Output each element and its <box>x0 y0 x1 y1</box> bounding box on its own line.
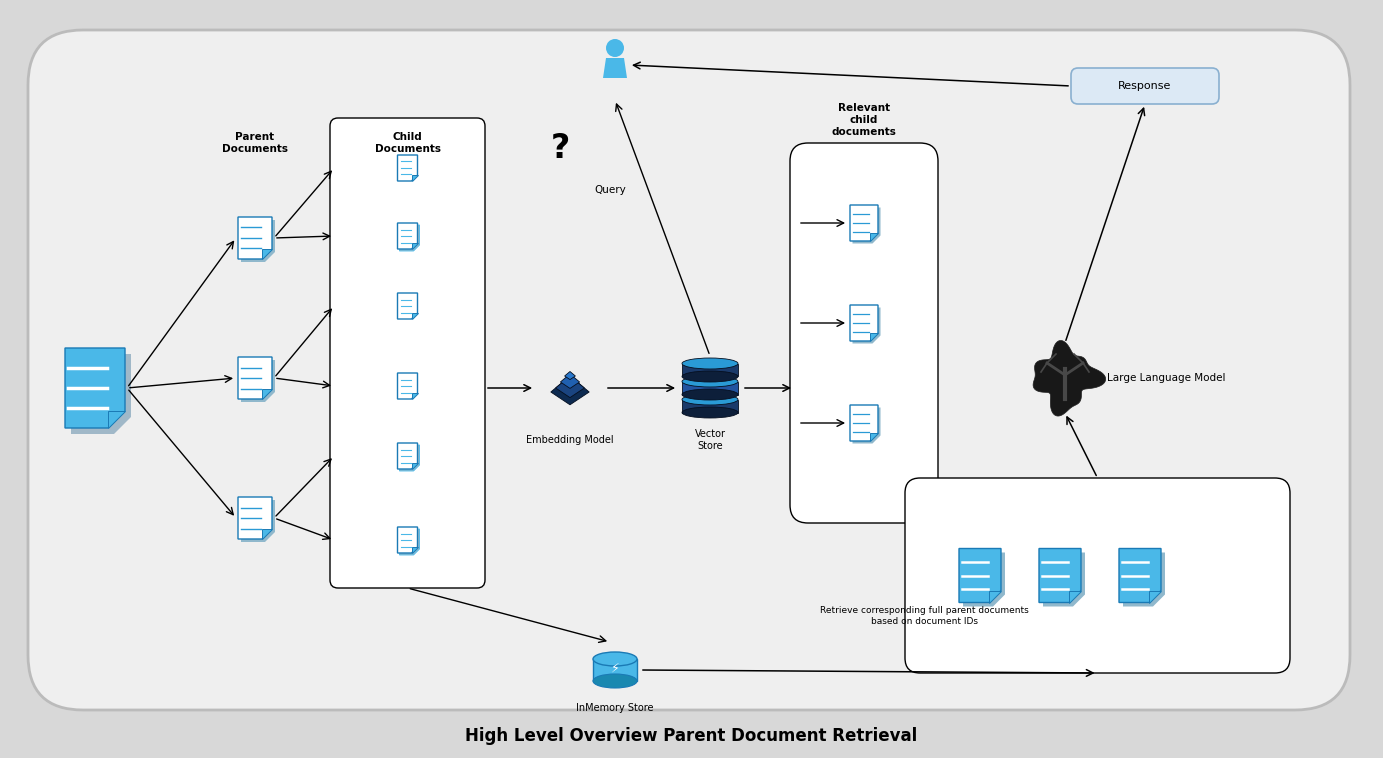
Polygon shape <box>241 500 275 542</box>
Polygon shape <box>238 497 272 539</box>
Polygon shape <box>958 549 1001 603</box>
Text: Relevant
child
documents: Relevant child documents <box>831 103 896 136</box>
Polygon shape <box>261 249 272 259</box>
Polygon shape <box>682 381 739 394</box>
Polygon shape <box>238 357 272 399</box>
Text: Child
Documents: Child Documents <box>375 132 441 154</box>
Ellipse shape <box>682 394 739 405</box>
Text: High Level Overview Parent Document Retrieval: High Level Overview Parent Document Retr… <box>465 727 918 745</box>
Polygon shape <box>550 376 589 405</box>
Polygon shape <box>400 225 419 251</box>
FancyBboxPatch shape <box>331 118 485 588</box>
Text: ?: ? <box>550 131 570 164</box>
Polygon shape <box>400 445 419 471</box>
Polygon shape <box>412 313 418 319</box>
Polygon shape <box>1069 590 1082 603</box>
Polygon shape <box>108 411 124 428</box>
Polygon shape <box>261 389 272 399</box>
Polygon shape <box>870 333 878 341</box>
Polygon shape <box>241 220 275 262</box>
Polygon shape <box>412 175 418 181</box>
FancyBboxPatch shape <box>1070 68 1218 104</box>
Text: InMemory Store: InMemory Store <box>577 703 654 713</box>
Ellipse shape <box>682 389 739 400</box>
Polygon shape <box>852 408 881 443</box>
Polygon shape <box>412 547 418 553</box>
Text: Retrieve corresponding full parent documents
based on document IDs: Retrieve corresponding full parent docum… <box>820 606 1029 626</box>
Text: Query: Query <box>595 185 626 195</box>
Polygon shape <box>397 443 418 469</box>
Polygon shape <box>564 371 575 380</box>
Polygon shape <box>400 529 419 555</box>
Text: Parent
Documents: Parent Documents <box>223 132 288 154</box>
Polygon shape <box>870 233 878 241</box>
Polygon shape <box>1149 590 1160 603</box>
Polygon shape <box>963 553 1005 606</box>
Polygon shape <box>1123 553 1164 606</box>
Polygon shape <box>870 433 878 441</box>
Polygon shape <box>397 373 418 399</box>
Polygon shape <box>851 305 878 341</box>
Polygon shape <box>852 308 881 343</box>
Polygon shape <box>412 463 418 469</box>
Polygon shape <box>603 58 626 78</box>
Ellipse shape <box>682 358 739 369</box>
Polygon shape <box>71 354 131 434</box>
Polygon shape <box>241 360 275 402</box>
Polygon shape <box>1119 549 1160 603</box>
Polygon shape <box>1033 340 1105 416</box>
Polygon shape <box>261 529 272 539</box>
Polygon shape <box>397 293 418 319</box>
Polygon shape <box>397 527 418 553</box>
Text: Response: Response <box>1119 81 1171 91</box>
Polygon shape <box>682 399 739 412</box>
Text: ⚡: ⚡ <box>611 662 620 675</box>
Polygon shape <box>397 155 418 181</box>
Ellipse shape <box>682 376 739 387</box>
Polygon shape <box>593 659 638 681</box>
Ellipse shape <box>682 371 739 382</box>
Polygon shape <box>682 364 739 377</box>
Polygon shape <box>852 208 881 243</box>
Ellipse shape <box>593 652 638 666</box>
FancyBboxPatch shape <box>790 143 938 523</box>
Text: Vector
Store: Vector Store <box>694 429 726 451</box>
Polygon shape <box>851 205 878 241</box>
Circle shape <box>606 39 624 57</box>
Ellipse shape <box>682 407 739 418</box>
Polygon shape <box>851 405 878 441</box>
Polygon shape <box>65 348 124 428</box>
Text: Large Language Model: Large Language Model <box>1106 373 1225 383</box>
Polygon shape <box>989 590 1001 603</box>
Polygon shape <box>238 217 272 259</box>
Polygon shape <box>412 393 418 399</box>
FancyBboxPatch shape <box>28 30 1350 710</box>
Polygon shape <box>1039 549 1082 603</box>
Polygon shape <box>1043 553 1086 606</box>
Polygon shape <box>412 243 418 249</box>
FancyBboxPatch shape <box>904 478 1290 673</box>
Polygon shape <box>556 376 585 398</box>
Polygon shape <box>560 374 579 388</box>
Ellipse shape <box>593 674 638 688</box>
Text: Embedding Model: Embedding Model <box>526 435 614 445</box>
Polygon shape <box>397 223 418 249</box>
